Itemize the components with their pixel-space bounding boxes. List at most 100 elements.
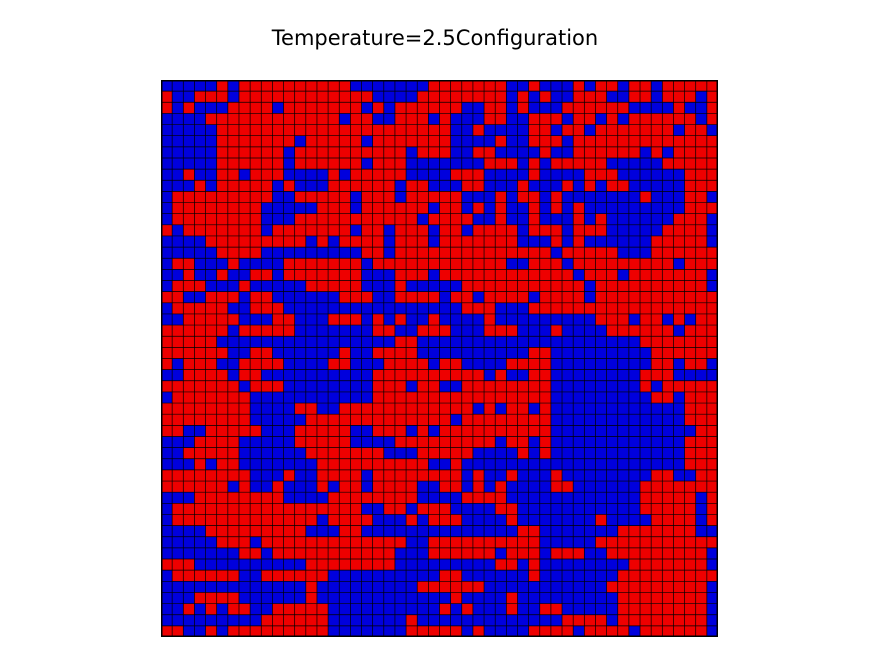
spin-down-cell — [573, 347, 585, 359]
spin-up-cell — [684, 325, 696, 337]
spin-down-cell — [584, 202, 596, 214]
spin-up-cell — [506, 403, 518, 415]
spin-down-cell — [495, 592, 507, 604]
spin-down-cell — [350, 202, 362, 214]
spin-down-cell — [216, 559, 228, 571]
spin-up-cell — [695, 403, 707, 415]
spin-down-cell — [428, 603, 440, 615]
spin-down-cell — [662, 403, 674, 415]
spin-down-cell — [161, 146, 173, 159]
spin-down-cell — [361, 592, 373, 604]
spin-up-cell — [484, 325, 496, 337]
spin-up-cell — [283, 235, 295, 248]
spin-down-cell — [673, 391, 685, 404]
spin-down-cell — [528, 458, 540, 470]
spin-down-cell — [695, 525, 707, 537]
spin-down-cell — [361, 481, 373, 493]
spin-down-cell — [372, 592, 384, 604]
spin-up-cell — [216, 247, 228, 259]
spin-up-cell — [294, 213, 306, 225]
spin-up-cell — [272, 603, 284, 615]
spin-up-cell — [606, 581, 618, 593]
spin-down-cell — [506, 146, 518, 159]
spin-up-cell — [517, 447, 529, 459]
spin-up-cell — [684, 492, 696, 504]
spin-up-cell — [684, 336, 696, 348]
spin-down-cell — [472, 570, 485, 582]
spin-up-cell — [528, 547, 540, 560]
spin-up-cell — [305, 547, 318, 560]
spin-down-cell — [272, 291, 284, 303]
spin-down-cell — [484, 447, 496, 459]
spin-up-cell — [328, 414, 340, 426]
spin-up-cell — [372, 391, 384, 404]
spin-up-cell — [216, 536, 228, 548]
spin-down-cell — [417, 603, 429, 615]
spin-down-cell — [506, 135, 518, 147]
spin-up-cell — [417, 102, 429, 114]
spin-down-cell — [706, 603, 718, 615]
spin-down-cell — [283, 247, 295, 259]
spin-up-cell — [662, 625, 674, 637]
spin-up-cell — [472, 414, 485, 426]
spin-down-cell — [573, 191, 585, 203]
spin-up-cell — [238, 391, 251, 404]
spin-down-cell — [550, 614, 563, 626]
spin-down-cell — [617, 113, 629, 125]
spin-up-cell — [651, 325, 663, 337]
spin-up-cell — [695, 336, 707, 348]
spin-up-cell — [417, 224, 429, 237]
spin-up-cell — [428, 247, 440, 259]
spin-down-cell — [606, 514, 618, 526]
spin-up-cell — [651, 514, 663, 526]
spin-down-cell — [383, 280, 395, 292]
spin-up-cell — [272, 157, 284, 170]
spin-up-cell — [350, 235, 362, 248]
spin-down-cell — [417, 592, 429, 604]
spin-up-cell — [205, 336, 217, 348]
spin-up-cell — [695, 325, 707, 337]
spin-down-cell — [261, 559, 273, 571]
spin-down-cell — [439, 458, 451, 470]
spin-up-cell — [684, 570, 696, 582]
spin-up-cell — [161, 469, 173, 482]
spin-down-cell — [194, 135, 206, 147]
spin-down-cell — [628, 414, 641, 426]
spin-up-cell — [238, 135, 251, 147]
spin-up-cell — [417, 625, 429, 637]
spin-up-cell — [417, 191, 429, 203]
spin-down-cell — [706, 369, 718, 381]
spin-up-cell — [294, 224, 306, 237]
spin-up-cell — [695, 458, 707, 470]
spin-up-cell — [261, 302, 273, 314]
spin-up-cell — [238, 157, 251, 170]
spin-up-cell — [684, 169, 696, 181]
spin-down-cell — [461, 146, 473, 159]
spin-up-cell — [450, 547, 462, 560]
spin-up-cell — [684, 603, 696, 615]
spin-down-cell — [383, 614, 395, 626]
spin-down-cell — [183, 425, 195, 437]
spin-up-cell — [450, 403, 462, 415]
spin-up-cell — [640, 91, 652, 103]
spin-up-cell — [651, 291, 663, 303]
spin-up-cell — [161, 291, 173, 303]
spin-down-cell — [261, 391, 273, 404]
spin-up-cell — [350, 258, 362, 270]
spin-up-cell — [517, 547, 529, 560]
spin-down-cell — [550, 559, 563, 571]
spin-up-cell — [461, 403, 473, 415]
spin-up-cell — [183, 481, 195, 493]
spin-down-cell — [517, 313, 529, 326]
spin-up-cell — [294, 191, 306, 203]
spin-up-cell — [673, 213, 685, 225]
spin-up-cell — [662, 247, 674, 259]
spin-up-cell — [161, 425, 173, 437]
spin-up-cell — [250, 269, 262, 281]
spin-up-cell — [673, 603, 685, 615]
spin-up-cell — [528, 191, 540, 203]
spin-down-cell — [383, 302, 395, 314]
spin-down-cell — [706, 191, 718, 203]
spin-up-cell — [339, 80, 351, 92]
spin-down-cell — [528, 592, 540, 604]
